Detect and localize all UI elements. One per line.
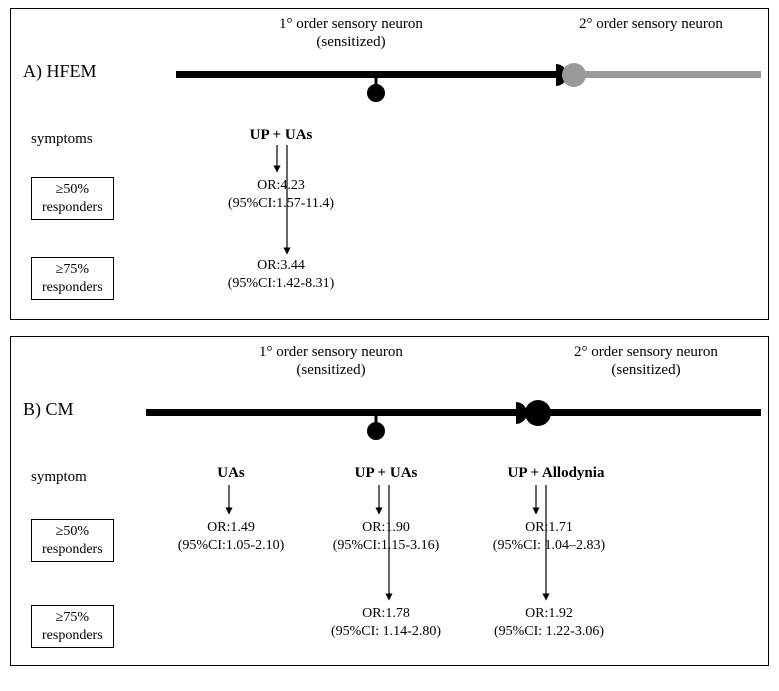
or50-a-c1: OR:4.23 (95%CI:1.57-11.4) xyxy=(206,177,356,212)
or50-b-c1: OR:1.49 (95%CI:1.05-2.10) xyxy=(156,519,306,554)
first-order-text-b: 1° order sensory neuron xyxy=(259,344,403,360)
box-75-a-text: ≥75% responders xyxy=(42,262,103,295)
sym-b-c2: UP + UAs xyxy=(331,465,441,482)
first-order-label-b: 1° order sensory neuron (sensitized) xyxy=(221,343,441,379)
box-50-b: ≥50% responders xyxy=(31,519,114,562)
box-50-a-text: ≥50% responders xyxy=(42,182,103,215)
or50-b-c3-v: OR:1.71 xyxy=(525,520,573,535)
second-order-text-b: 2° order sensory neuron xyxy=(574,344,718,360)
or75-a-c1: OR:3.44 (95%CI:1.42-8.31) xyxy=(206,257,356,292)
ci50-b-c3-v: (95%CI: 1.04–2.83) xyxy=(493,538,605,553)
first-order-sub: (sensitized) xyxy=(316,34,385,50)
or75-b-c2: OR:1.78 (95%CI: 1.14-2.80) xyxy=(311,605,461,640)
first-order-text: 1° order sensory neuron xyxy=(279,16,423,32)
ci50-a-c1-v: (95%CI:1.57-11.4) xyxy=(228,196,334,211)
sym-b-c3: UP + Allodynia xyxy=(481,465,631,482)
ci75-b-c2-v: (95%CI: 1.14-2.80) xyxy=(331,624,441,639)
or75-b-c2-v: OR:1.78 xyxy=(362,606,410,621)
second-order-text: 2° order sensory neuron xyxy=(579,16,723,32)
or75-b-c3: OR:1.92 (95%CI: 1.22-3.06) xyxy=(469,605,629,640)
panel-hfem: 1° order sensory neuron (sensitized) 2° … xyxy=(10,8,769,320)
or50-b-c2: OR:1.90 (95%CI:1.15-3.16) xyxy=(311,519,461,554)
or75-b-c3-v: OR:1.92 xyxy=(525,606,573,621)
ci75-b-c3-v: (95%CI: 1.22-3.06) xyxy=(494,624,604,639)
symptom-label-b: symptom xyxy=(31,469,87,486)
panel-cm: 1° order sensory neuron (sensitized) 2° … xyxy=(10,336,769,666)
second-order-label: 2° order sensory neuron xyxy=(551,15,751,33)
panel-b-title: B) CM xyxy=(23,399,74,420)
box-50-a: ≥50% responders xyxy=(31,177,114,220)
first-order-label: 1° order sensory neuron (sensitized) xyxy=(241,15,461,51)
box-50-b-text: ≥50% responders xyxy=(42,524,103,557)
or50-b-c1-v: OR:1.49 xyxy=(207,520,255,535)
ci75-a-c1-v: (95%CI:1.42-8.31) xyxy=(228,276,335,291)
box-75-b: ≥75% responders xyxy=(31,605,114,648)
second-order-label-b: 2° order sensory neuron (sensitized) xyxy=(541,343,751,379)
or50-a-c1-v: OR:4.23 xyxy=(257,178,305,193)
or75-a-c1-v: OR:3.44 xyxy=(257,258,305,273)
second-order-sub-b: (sensitized) xyxy=(611,362,680,378)
symptoms-label-a: symptoms xyxy=(31,131,93,148)
box-75-a: ≥75% responders xyxy=(31,257,114,300)
first-order-sub-b: (sensitized) xyxy=(296,362,365,378)
sym-a-c1: UP + UAs xyxy=(231,127,331,144)
ci50-b-c1-v: (95%CI:1.05-2.10) xyxy=(178,538,285,553)
ci50-b-c2-v: (95%CI:1.15-3.16) xyxy=(333,538,440,553)
sym-b-c1: UAs xyxy=(196,465,266,482)
or50-b-c2-v: OR:1.90 xyxy=(362,520,410,535)
neuron-diagram-b xyxy=(146,391,761,441)
box-75-b-text: ≥75% responders xyxy=(42,610,103,643)
panel-a-title: A) HFEM xyxy=(23,61,97,82)
or50-b-c3: OR:1.71 (95%CI: 1.04–2.83) xyxy=(469,519,629,554)
neuron-diagram-a xyxy=(176,53,761,103)
